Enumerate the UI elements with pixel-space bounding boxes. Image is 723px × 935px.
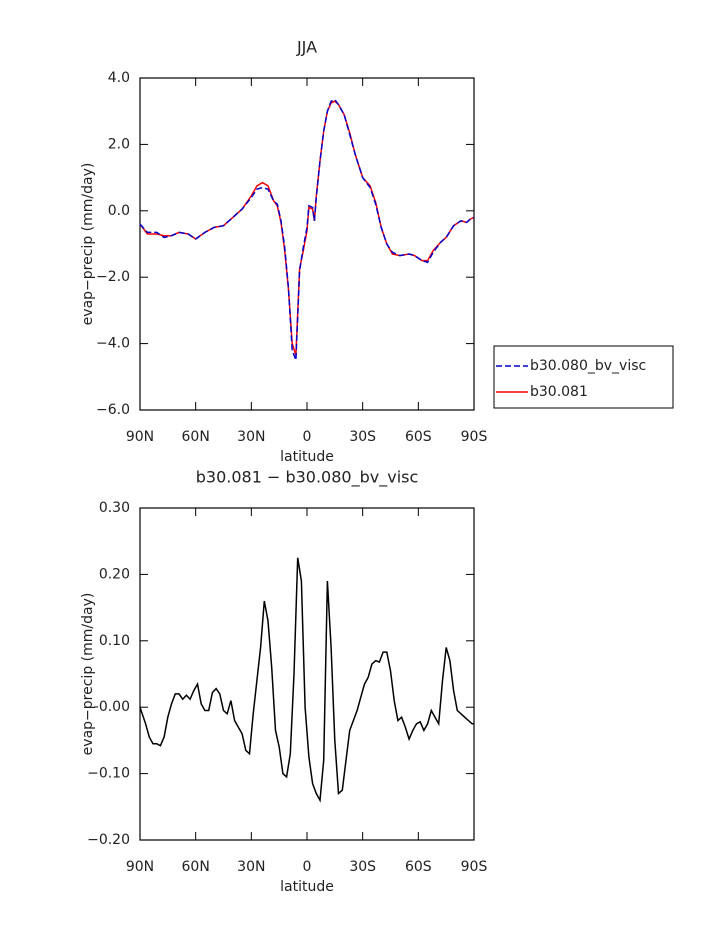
x-tick-label: 90S <box>461 429 488 445</box>
y-tick-label: −0.10 <box>87 766 130 782</box>
y-tick-label: 0.10 <box>99 633 130 649</box>
legend-box <box>493 345 674 409</box>
x-tick-label: 60N <box>182 859 210 875</box>
plot-frame <box>139 77 475 411</box>
legend-label: b30.081 <box>530 384 588 400</box>
data-line <box>139 98 475 361</box>
x-tick-label: 30S <box>349 429 376 445</box>
y-tick-label: −6.0 <box>96 402 130 418</box>
x-tick-label: 90S <box>461 859 488 875</box>
x-tick-label: 90N <box>126 429 154 445</box>
chart-title: b30.081 − b30.080_bv_visc <box>196 468 419 488</box>
x-tick-label: 0 <box>303 429 312 445</box>
x-tick-label: 30N <box>237 429 265 445</box>
data-line <box>139 557 474 803</box>
x-tick-label: 60S <box>405 859 432 875</box>
x-tick-label: 30N <box>237 859 265 875</box>
y-tick-label: −2.0 <box>96 269 130 285</box>
y-tick-label: 0.20 <box>99 566 130 582</box>
x-axis-label: latitude <box>280 879 334 895</box>
plot-frame <box>139 507 475 841</box>
x-tick-label: 60N <box>182 429 210 445</box>
x-tick-label: 60S <box>405 429 432 445</box>
x-tick-label: 30S <box>349 859 376 875</box>
y-tick-label: 4.0 <box>108 70 130 86</box>
y-tick-label: 0.30 <box>99 500 130 516</box>
x-tick-label: 90N <box>126 859 154 875</box>
y-axis-label: evap−precip (mm/day) <box>80 593 96 756</box>
y-tick-label: −4.0 <box>96 336 130 352</box>
x-axis-label: latitude <box>280 449 334 465</box>
y-axis-label: evap−precip (mm/day) <box>80 163 96 326</box>
y-tick-label: -0.00 <box>94 699 130 715</box>
x-tick-label: 0 <box>303 859 312 875</box>
y-tick-label: 2.0 <box>108 136 130 152</box>
legend-label: b30.080_bv_visc <box>530 358 646 374</box>
y-tick-label: −0.20 <box>87 832 130 848</box>
chart-title: JJA <box>296 38 317 57</box>
y-tick-label: 0.0 <box>108 203 130 219</box>
